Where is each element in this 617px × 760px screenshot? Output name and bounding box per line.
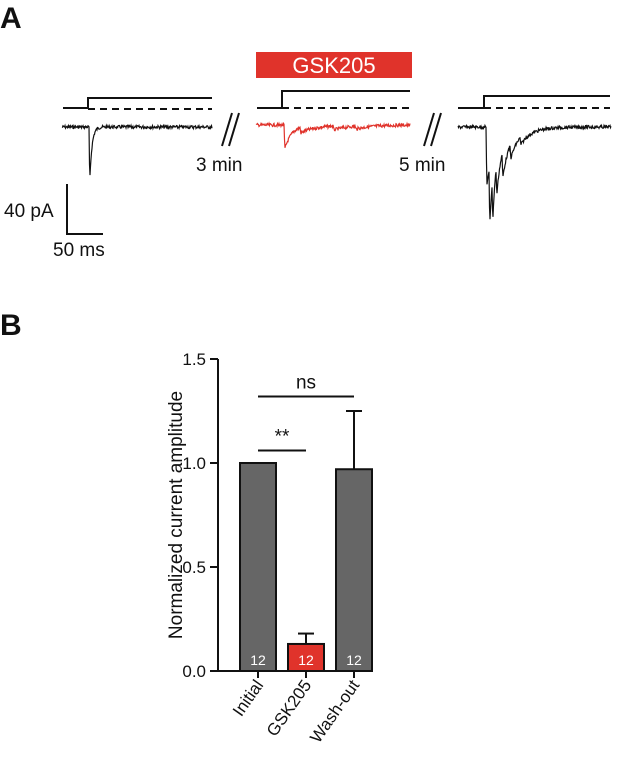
interval-label-3min: 3 min [196,155,242,176]
x-tick-label: Initial [229,676,267,719]
scale-bar-time-label: 50 ms [53,240,105,261]
current-trace-washout [457,123,612,220]
interval-label-5min: 5 min [399,155,445,176]
voltage-protocol-3 [458,95,610,109]
n-label: 12 [298,652,314,668]
time-break-mark-1 [221,112,240,147]
bar-initial [239,462,277,672]
y-tick-label: 1.5 [182,350,206,369]
y-tick-label: 0.0 [182,662,206,681]
drug-application-bar [256,52,412,78]
significance-label: ns [296,372,316,393]
voltage-protocol-2 [257,90,410,109]
panel-b-label: B [0,309,22,342]
y-tick-label: 1.0 [182,454,206,473]
significance-label: ** [275,427,290,448]
x-tick-label: Wash-out [306,676,363,746]
n-label: 12 [346,652,362,668]
voltage-protocol-1 [63,97,212,110]
y-tick-label: 0.5 [182,558,206,577]
scale-bar-current-label: 40 pA [4,201,54,222]
y-axis-label: Normalized current amplitude [166,391,187,639]
drug-application-label: GSK205 [292,53,375,78]
bar-wash-out [335,468,373,672]
time-break-mark-2 [423,112,442,147]
x-tick-label: GSK205 [263,676,315,740]
bar-chart: 0.0 0.5 1.0 1.5 Normalized current amplitude… [166,350,373,746]
scale-bar [66,184,103,235]
n-label: 12 [250,652,266,668]
current-trace-gsk205 [255,121,411,148]
current-trace-initial [61,123,213,176]
panel-a-label: A [0,2,22,35]
